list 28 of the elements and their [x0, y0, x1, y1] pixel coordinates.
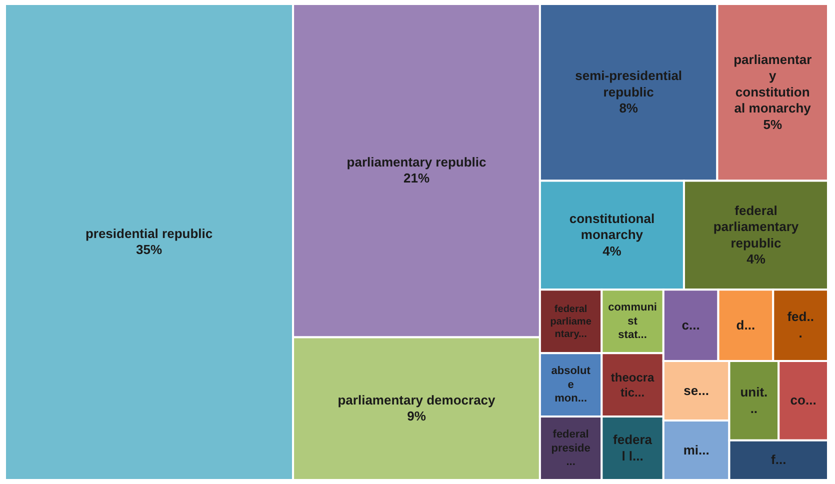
category-label: absolute mon...	[551, 365, 591, 405]
category-label: communist stat...	[608, 302, 657, 342]
category-label: semi-presidential republic	[575, 68, 682, 100]
category-label: federal parliamentary...	[550, 304, 592, 340]
category-label: parliamentary constitutional monarchy	[734, 52, 812, 116]
category-label: constitutional monarchy	[569, 210, 655, 242]
category-label: se...	[684, 382, 709, 398]
category-label: f...	[771, 452, 786, 468]
category-label: federal preside...	[551, 428, 590, 468]
data-label: 4%	[602, 243, 622, 258]
category-label: theocratic...	[610, 370, 655, 400]
category-label: c...	[682, 317, 700, 332]
category-label: co...	[790, 392, 816, 408]
data-label: 35%	[136, 242, 162, 258]
data-label: 5%	[763, 116, 782, 132]
category-label: mi...	[683, 442, 710, 458]
category-label: d...	[736, 317, 756, 332]
category-label: parliamentary republic	[346, 154, 486, 170]
category-label: presidential republic	[85, 226, 213, 241]
category-label: unit...	[740, 384, 768, 416]
category-label: federal parliamentary republic	[713, 202, 800, 250]
category-label: parliamentary democracy	[338, 392, 496, 408]
category-label: federal l...	[613, 432, 653, 464]
data-label: 21%	[403, 170, 430, 186]
category-label: fed...	[787, 309, 814, 340]
data-label: 8%	[619, 100, 638, 116]
data-label: 4%	[746, 252, 766, 267]
data-label: 9%	[407, 408, 426, 424]
